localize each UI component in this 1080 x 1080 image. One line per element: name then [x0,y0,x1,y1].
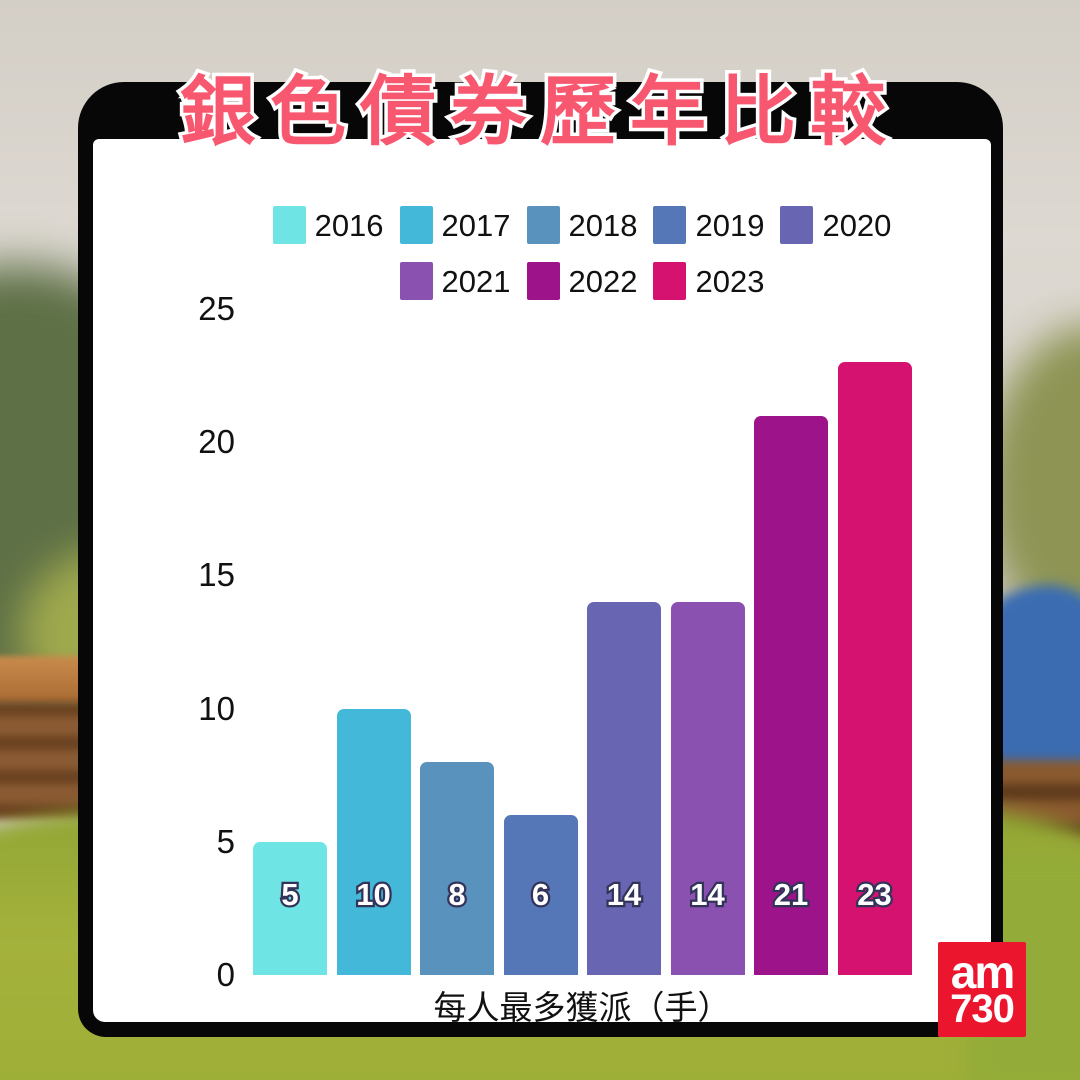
legend-label: 2017 [441,207,511,243]
bar-value-label: 5 [279,875,301,915]
legend-swatch-2020 [780,206,814,244]
am730-logo-730: 730 [950,987,1015,1032]
am730-logo: am 730 [938,942,1026,1037]
bar-value-label: 23 [855,875,894,915]
bar-2019: 6 [503,815,578,975]
y-tick-10: 10 [198,689,235,727]
legend-swatch-2021 [399,262,433,300]
bar-2016: 5 [253,841,327,975]
legend-label: 2020 [822,207,892,243]
y-tick-20: 20 [198,423,235,461]
bar-value-label: 14 [605,875,644,915]
y-tick-5: 5 [216,822,235,860]
bar-2018: 8 [420,761,494,975]
legend-item-2017: 2017 [399,206,511,244]
bar-value-label: 10 [354,875,393,915]
bar-value-label: 6 [530,875,552,915]
legend-item-2022: 2022 [526,262,638,300]
x-axis-label: 每人最多獲派（手） [433,989,731,1026]
bar-2022: 21 [754,415,828,975]
bar-2017: 10 [336,708,411,975]
legend-item-2016: 2016 [272,206,384,244]
legend-label: 2018 [568,207,638,243]
am730-logo-am: am [950,945,1016,998]
legend-row-2: 2021 2022 2023 [222,261,942,301]
page-title: 銀色債券歷年比較 [177,67,900,159]
legend-item-2020: 2020 [780,206,891,244]
bar-2021: 14 [670,602,745,975]
legend-label: 2016 [314,207,384,243]
legend-item-2018: 2018 [526,206,638,244]
bar-value-label: 14 [688,875,727,915]
y-tick-15: 15 [198,556,235,594]
legend-swatch-2022 [526,262,560,300]
legend-item-2019: 2019 [653,206,764,244]
bar-value-label: 21 [772,875,811,915]
legend-label: 2022 [568,263,638,299]
legend-swatch-2018 [526,206,560,244]
legend-swatch-2019 [653,206,687,244]
y-tick-25: 25 [198,290,235,327]
bar-2023: 23 [837,362,912,975]
y-tick-0: 0 [216,956,235,993]
legend-item-2023: 2023 [653,262,764,300]
legend-label: 2021 [441,263,511,299]
legend-label: 2023 [695,263,765,299]
legend-row-1: 2016 2017 2018 2019 2020 [222,205,942,245]
legend-swatch-2016 [272,206,306,244]
legend-swatch-2017 [399,206,433,244]
bar-value-label: 8 [446,875,468,915]
legend-item-2021: 2021 [399,262,511,300]
legend-label: 2019 [695,207,765,243]
legend-swatch-2023 [653,262,687,300]
bar-2020: 14 [587,602,661,975]
